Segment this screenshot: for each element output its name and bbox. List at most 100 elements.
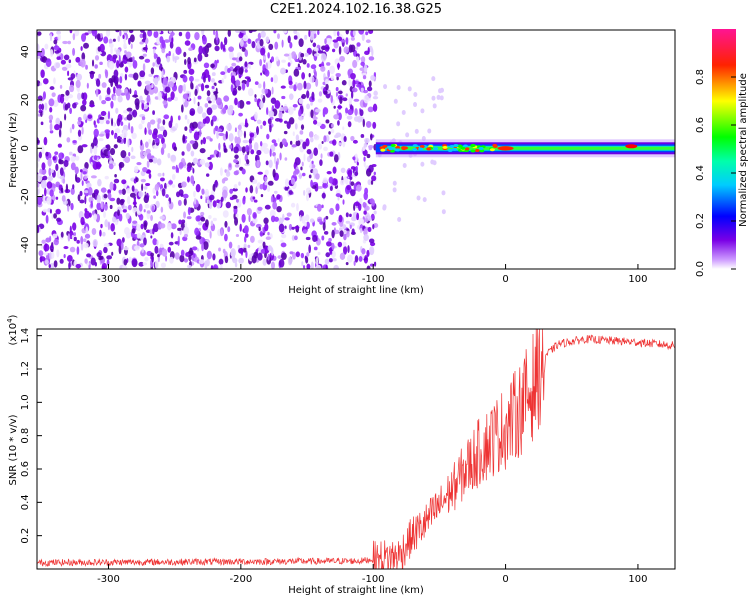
noise-cell bbox=[342, 199, 345, 205]
noise-cell bbox=[373, 210, 377, 215]
noise-cell bbox=[211, 104, 218, 110]
noise-cell bbox=[206, 250, 212, 260]
noise-cell bbox=[65, 63, 72, 69]
noise-cell bbox=[288, 93, 294, 100]
noise-cell bbox=[126, 114, 133, 121]
noise-cell bbox=[317, 143, 323, 150]
noise-cell bbox=[166, 55, 171, 63]
noise-cell bbox=[234, 164, 240, 168]
noise-cell bbox=[208, 100, 212, 104]
noise-cell bbox=[342, 97, 348, 102]
noise-cell bbox=[120, 121, 124, 126]
noise-cell bbox=[312, 42, 317, 48]
noise-cell bbox=[145, 195, 149, 200]
noise-cell bbox=[117, 209, 120, 216]
noise-cell bbox=[438, 88, 443, 94]
noise-cell bbox=[113, 144, 118, 149]
noise-cell bbox=[368, 56, 375, 61]
noise-cell bbox=[305, 236, 311, 241]
noise-cell bbox=[85, 226, 88, 235]
noise-cell bbox=[127, 138, 130, 148]
noise-cell bbox=[177, 240, 180, 246]
noise-cell bbox=[209, 154, 214, 158]
noise-cell bbox=[149, 119, 156, 125]
noise-cell bbox=[147, 30, 153, 37]
noise-cell bbox=[321, 235, 325, 241]
noise-cell bbox=[203, 62, 210, 69]
noise-cell bbox=[37, 196, 43, 206]
noise-cell bbox=[80, 216, 85, 226]
noise-cell bbox=[331, 48, 336, 53]
noise-cell bbox=[130, 43, 133, 50]
noise-cell bbox=[141, 101, 144, 110]
noise-cell bbox=[47, 175, 53, 182]
noise-cell bbox=[267, 245, 273, 252]
noise-cell bbox=[126, 107, 133, 112]
noise-cell bbox=[305, 82, 312, 90]
noise-cell bbox=[268, 110, 275, 118]
noise-cell bbox=[324, 258, 330, 265]
noise-cell bbox=[161, 188, 166, 197]
snr-frame bbox=[36, 328, 676, 570]
noise-cell bbox=[329, 65, 336, 75]
noise-cell bbox=[337, 241, 343, 248]
noise-cell bbox=[246, 100, 251, 105]
noise-cell bbox=[363, 94, 370, 104]
noise-cell bbox=[350, 135, 355, 142]
noise-cell bbox=[184, 114, 188, 120]
noise-cell bbox=[119, 199, 124, 206]
noise-cell bbox=[177, 115, 181, 121]
noise-cell bbox=[100, 223, 103, 229]
noise-cell bbox=[366, 153, 371, 159]
noise-cell bbox=[140, 139, 143, 146]
noise-cell bbox=[441, 209, 446, 215]
noise-cell bbox=[103, 36, 109, 44]
noise-cell bbox=[242, 196, 246, 205]
noise-cell bbox=[154, 137, 160, 143]
noise-cell bbox=[320, 153, 323, 159]
noise-cell bbox=[201, 242, 205, 252]
noise-cell bbox=[211, 72, 216, 77]
noise-cell bbox=[210, 220, 214, 227]
noise-cell bbox=[211, 94, 216, 104]
noise-cell bbox=[343, 233, 347, 241]
noise-cell bbox=[370, 75, 376, 81]
noise-cell bbox=[265, 36, 270, 43]
noise-cell bbox=[49, 107, 53, 113]
noise-cell bbox=[218, 142, 221, 151]
noise-cell bbox=[129, 88, 132, 95]
noise-cell bbox=[338, 214, 343, 223]
noise-cell bbox=[317, 30, 320, 35]
noise-cell bbox=[360, 133, 365, 138]
noise-cell bbox=[100, 187, 107, 193]
noise-cell bbox=[116, 139, 122, 143]
noise-cell bbox=[91, 59, 95, 67]
noise-cell bbox=[342, 126, 345, 131]
noise-cell bbox=[326, 170, 332, 175]
noise-cell bbox=[38, 103, 42, 111]
noise-cell bbox=[233, 158, 239, 164]
noise-cell bbox=[157, 118, 162, 124]
noise-cell bbox=[264, 176, 268, 182]
noise-cell bbox=[199, 128, 202, 137]
noise-cell bbox=[197, 53, 203, 62]
noise-cell bbox=[313, 147, 318, 156]
noise-cell bbox=[51, 92, 56, 98]
noise-cell bbox=[310, 179, 314, 188]
noise-cell bbox=[182, 93, 189, 100]
noise-cell bbox=[122, 34, 125, 40]
noise-cell bbox=[157, 122, 160, 130]
noise-cell bbox=[193, 253, 196, 258]
noise-cell bbox=[331, 123, 334, 128]
noise-cell bbox=[350, 91, 354, 99]
noise-cell bbox=[55, 196, 59, 200]
noise-cell bbox=[278, 223, 285, 233]
noise-cell bbox=[99, 61, 103, 66]
spectrogram-y-tick-label: 20 bbox=[20, 94, 31, 107]
noise-cell bbox=[101, 265, 106, 269]
noise-cell bbox=[141, 183, 144, 192]
noise-cell bbox=[300, 252, 305, 259]
noise-cell bbox=[183, 51, 187, 58]
noise-cell bbox=[109, 181, 114, 191]
noise-cell bbox=[56, 56, 61, 61]
